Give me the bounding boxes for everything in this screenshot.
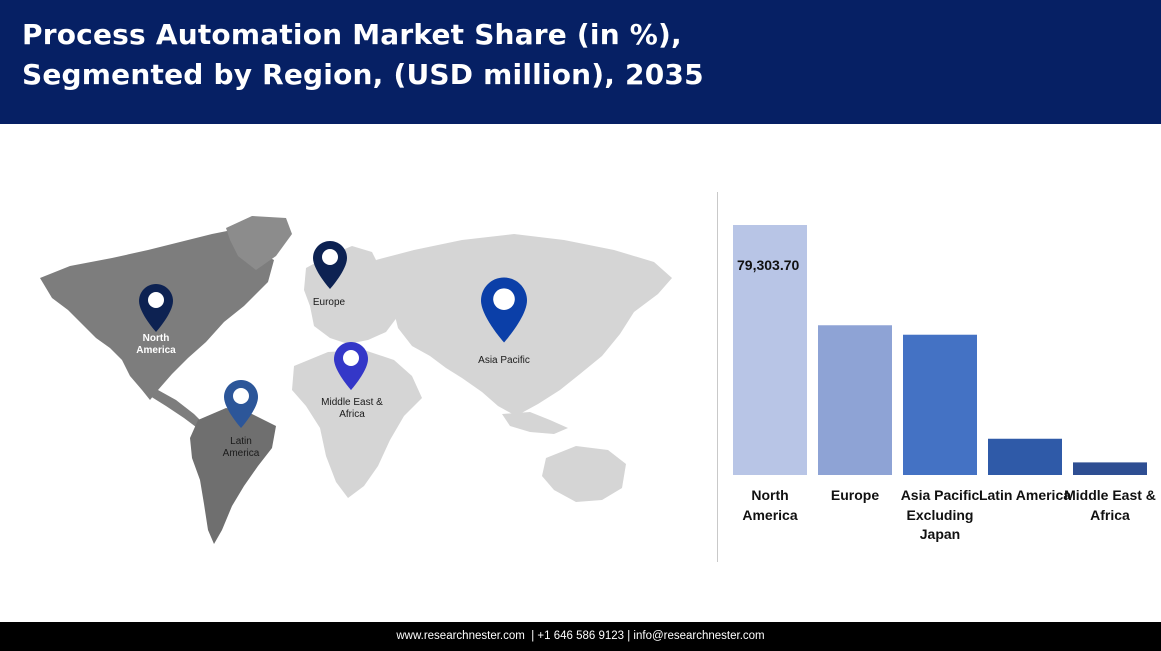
latin-america-label: Latin America [222, 436, 260, 459]
map-greenland [226, 216, 292, 270]
north-america-label: North America [136, 333, 176, 356]
footer-bar: www.researchnester.com | +1 646 586 9123… [0, 622, 1161, 651]
category-label-4: Middle East & Africa [1064, 487, 1156, 523]
europe-pin-icon [313, 241, 347, 289]
bar-1 [818, 325, 892, 475]
map-australia [542, 446, 626, 502]
map-asia [376, 234, 672, 416]
middle-east-africa-pin-icon [334, 342, 368, 390]
bar-4 [1073, 462, 1147, 475]
header-banner: Process Automation Market Share (in %), … [0, 0, 1161, 124]
world-map: North America Europe Asia Pacific Middle… [30, 200, 680, 550]
chart-divider [717, 192, 718, 562]
latin-america-pin-icon [224, 380, 258, 428]
middle-east-africa-label: Middle East & Africa [321, 397, 383, 420]
category-label-0: North America [742, 487, 798, 523]
asia-pacific-label: Asia Pacific [478, 355, 530, 366]
map-se-asia-islands [502, 412, 568, 434]
category-label-3: Latin America [978, 487, 1072, 503]
map-central-america [142, 380, 206, 430]
bar-chart: North America 79,303.70 Europe Asia Pacific… [720, 190, 1161, 560]
map-south-america [190, 408, 276, 544]
asia-pacific-pin-icon [481, 277, 527, 343]
map-africa [292, 350, 422, 498]
europe-label: Europe [312, 297, 346, 308]
bar-3 [988, 438, 1062, 475]
footer-contact: www.researchnester.com | +1 646 586 9123… [396, 630, 765, 642]
bar-chart-plot [733, 225, 1147, 475]
north-america-pin-icon [139, 284, 173, 332]
page-title: Process Automation Market Share (in %), … [22, 18, 704, 91]
bar-2 [903, 334, 977, 475]
category-label-2: Asia Pacific Excluding Japan [900, 487, 980, 542]
bar-0 [733, 225, 807, 475]
data-label-0: 79,303.70 [737, 257, 800, 273]
category-label-1: Europe [830, 487, 880, 503]
